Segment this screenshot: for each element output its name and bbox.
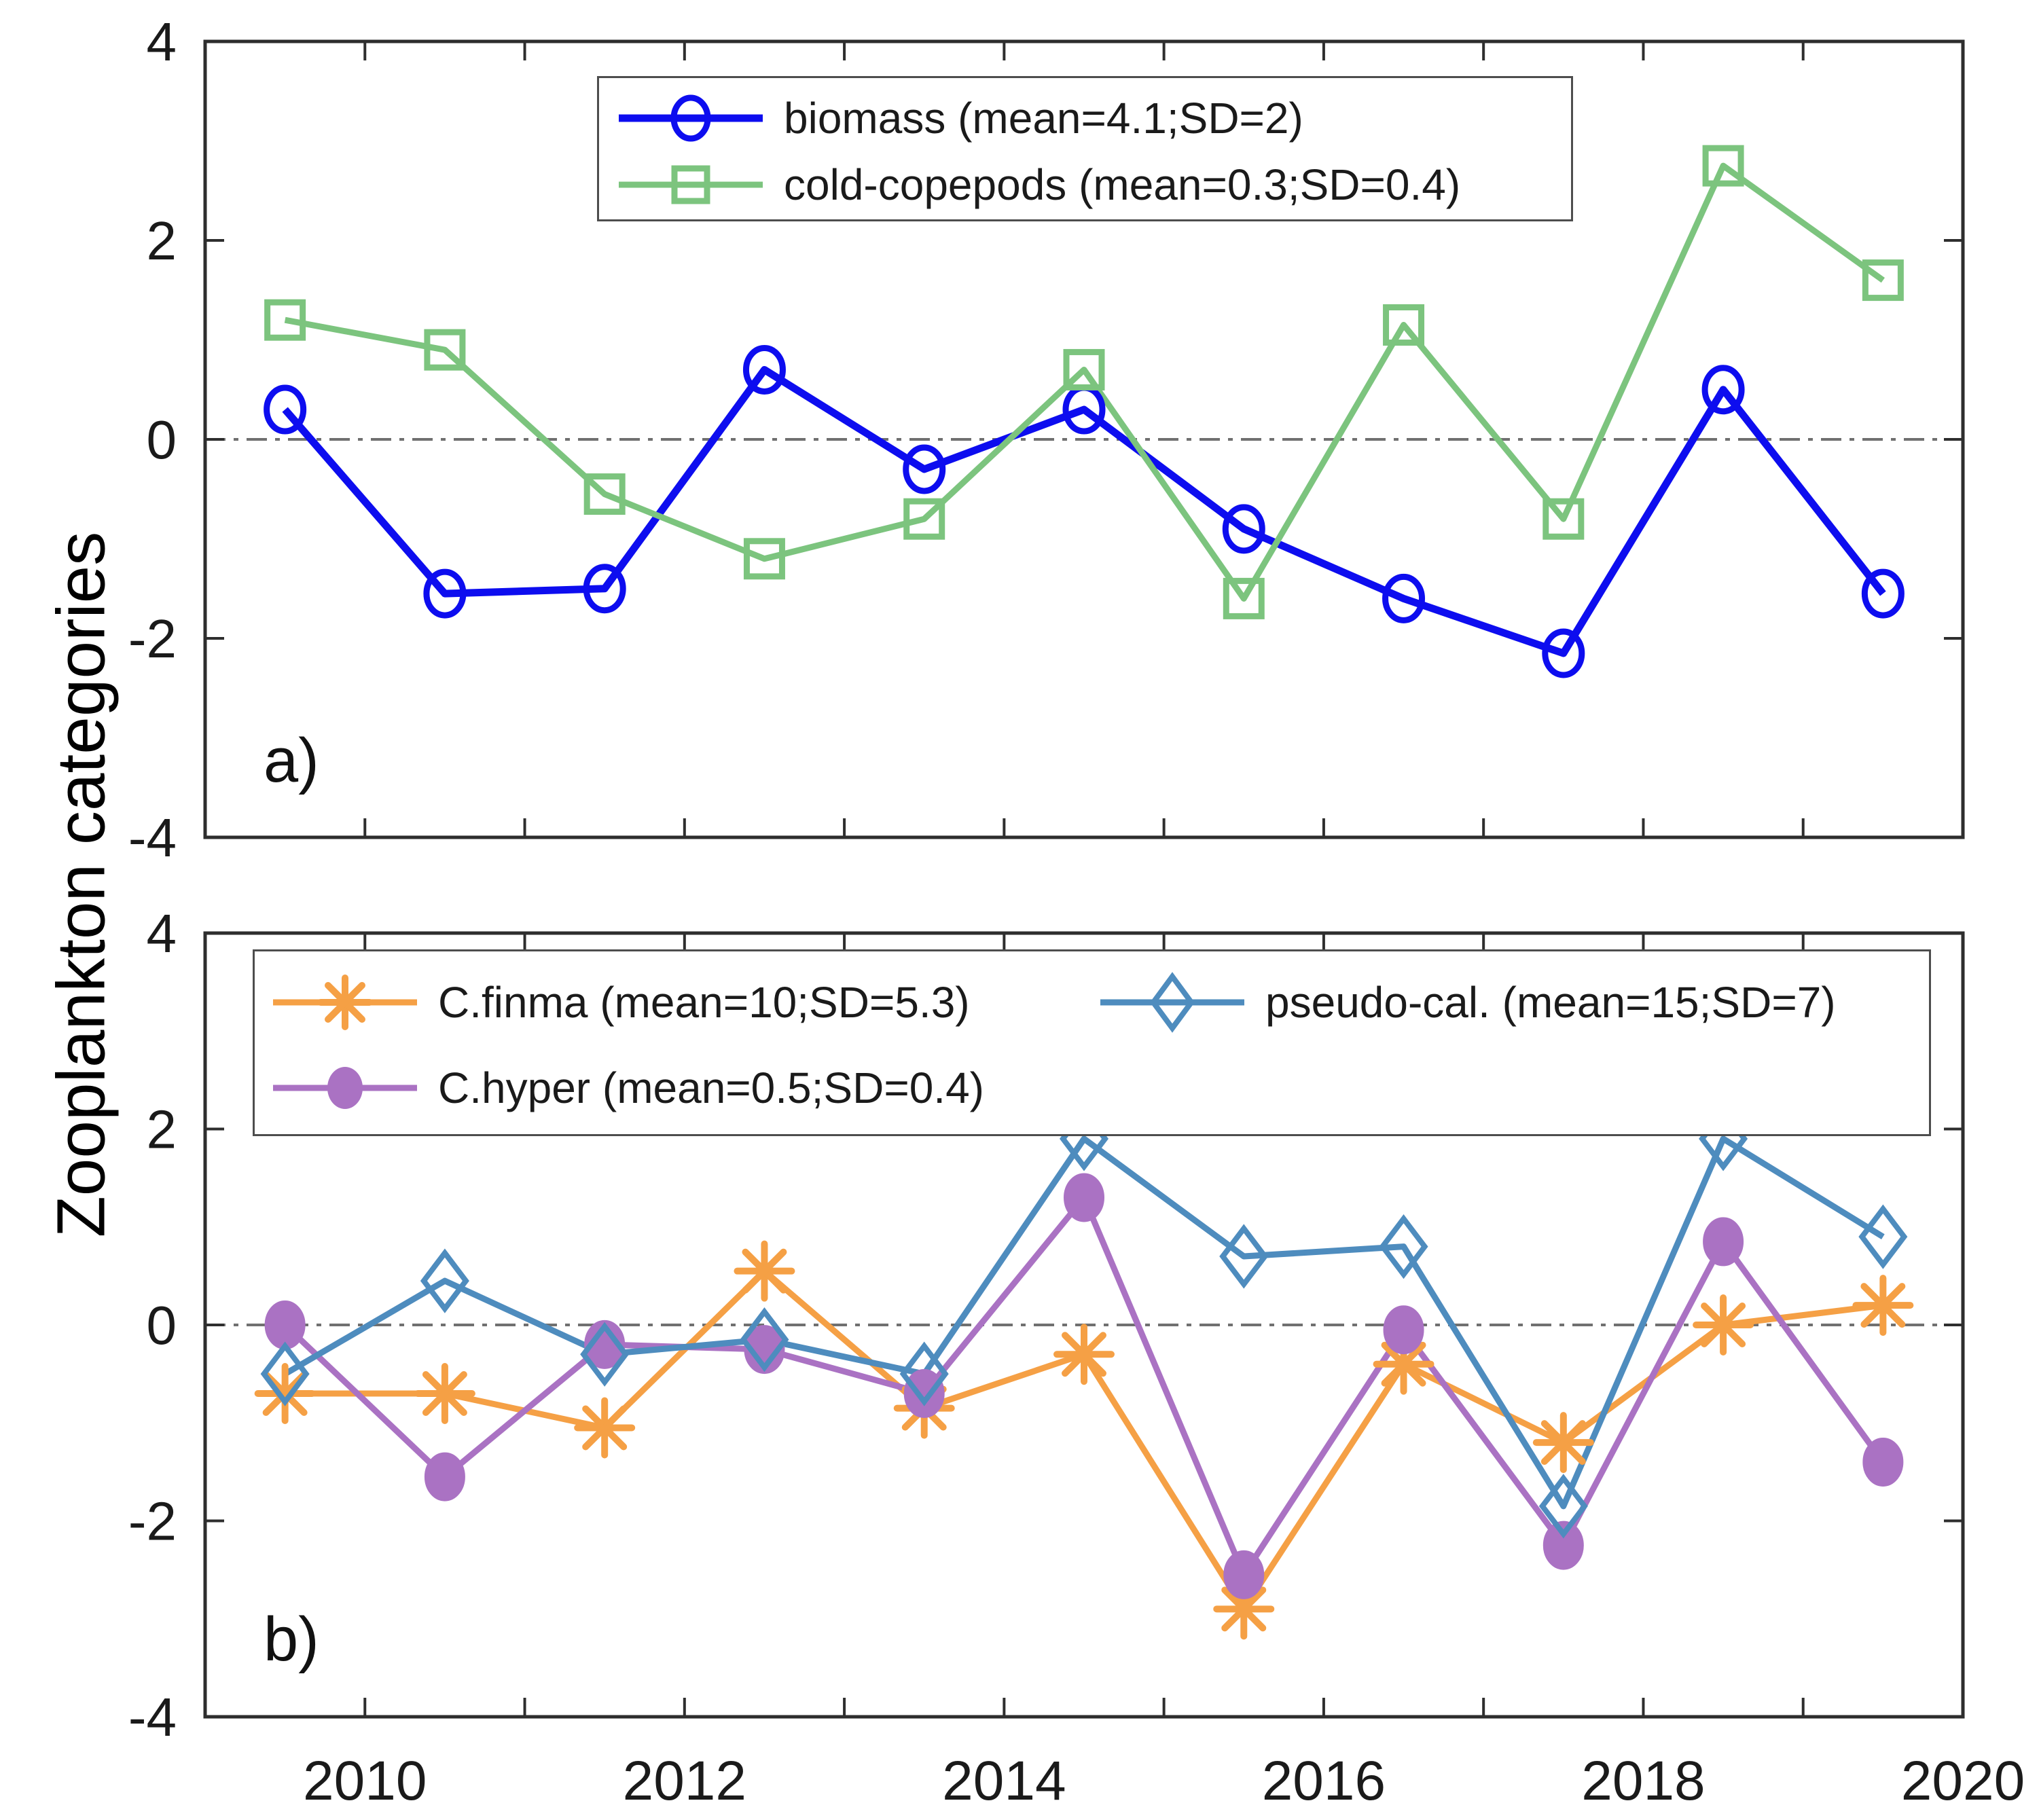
panel-a-label: a)	[264, 726, 319, 795]
svg-text:2012: 2012	[623, 1750, 746, 1812]
svg-text:-2: -2	[128, 1491, 177, 1552]
svg-text:4: 4	[147, 12, 177, 72]
svg-text:0: 0	[147, 410, 177, 470]
legend-item-biomass: biomass (mean=4.1;SD=2)	[615, 85, 1303, 151]
svg-text:2020: 2020	[1901, 1750, 2025, 1812]
legend-item-cold-copepods: cold-copepods (mean=0.3;SD=0.4)	[615, 151, 1460, 218]
pseudocal-line-marker-icon	[1097, 971, 1248, 1034]
cfinma-line-marker-icon	[270, 971, 420, 1034]
biomass-legend-label: biomass (mean=4.1;SD=2)	[784, 94, 1303, 143]
svg-text:4: 4	[147, 903, 177, 964]
chyper-line-marker-icon	[270, 1057, 420, 1119]
legend-panel-b: C.finma (mean=10;SD=5.3) C.hyper (mean=0…	[253, 949, 1931, 1136]
cold-copepods-line-marker-icon	[615, 153, 766, 216]
svg-text:-4: -4	[128, 807, 177, 868]
svg-text:2: 2	[147, 1099, 177, 1160]
cold-copepods-legend-label: cold-copepods (mean=0.3;SD=0.4)	[784, 160, 1461, 209]
y-axis-label: Zooplankton categories	[43, 531, 120, 1238]
legend-panel-a: biomass (mean=4.1;SD=2) cold-copepods (m…	[597, 76, 1573, 221]
panel-b-label: b)	[264, 1605, 319, 1674]
svg-text:2: 2	[147, 211, 177, 271]
svg-text:2010: 2010	[303, 1750, 427, 1812]
chyper-legend-label: C.hyper (mean=0.5;SD=0.4)	[438, 1063, 984, 1112]
svg-text:-2: -2	[128, 608, 177, 669]
svg-text:2018: 2018	[1581, 1750, 1705, 1812]
legend-item-pseudocal: pseudo-cal. (mean=15;SD=7)	[1097, 969, 1836, 1036]
svg-text:2014: 2014	[942, 1750, 1066, 1812]
cfinma-legend-label: C.finma (mean=10;SD=5.3)	[438, 978, 970, 1027]
svg-text:2016: 2016	[1262, 1750, 1386, 1812]
biomass-line-marker-icon	[615, 87, 766, 149]
svg-text:0: 0	[147, 1295, 177, 1355]
legend-item-cfinma: C.finma (mean=10;SD=5.3)	[270, 969, 970, 1036]
svg-text:-4: -4	[128, 1687, 177, 1747]
pseudocal-legend-label: pseudo-cal. (mean=15;SD=7)	[1265, 978, 1836, 1027]
legend-item-chyper: C.hyper (mean=0.5;SD=0.4)	[270, 1055, 984, 1121]
